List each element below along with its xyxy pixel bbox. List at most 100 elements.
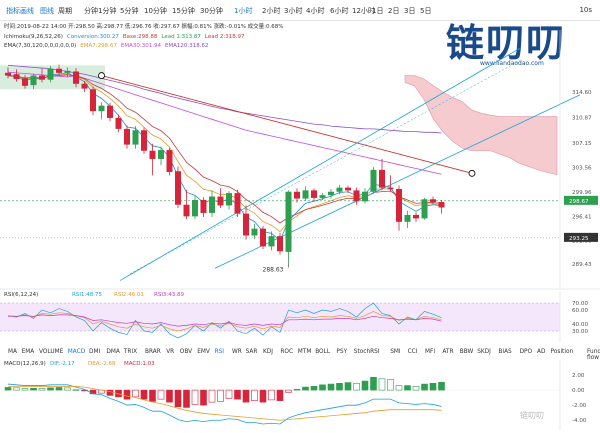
macd-tick: -4.00 bbox=[572, 418, 587, 424]
candle bbox=[115, 114, 122, 133]
candle-body bbox=[328, 191, 334, 196]
candle bbox=[251, 223, 258, 239]
macd-bar bbox=[276, 389, 284, 401]
zoom-level[interactable]: 10s bbox=[579, 6, 592, 14]
indicator-tab-vr[interactable]: VR bbox=[166, 349, 175, 355]
indicator-tab-boll[interactable]: BOLL bbox=[315, 349, 331, 355]
indicator-tab-smi[interactable]: SMI bbox=[390, 349, 401, 355]
toolbar-item-18[interactable]: 3日 bbox=[404, 7, 416, 15]
toolbar-item-13[interactable]: 4小时 bbox=[306, 7, 325, 15]
indicator-tab-skdj[interactable]: SKDJ bbox=[477, 349, 491, 355]
indicator-tab-trix[interactable]: TRIX bbox=[123, 349, 138, 355]
toolbar-item-6[interactable]: 5分钟 bbox=[120, 7, 139, 15]
candle-body bbox=[64, 70, 71, 73]
toolbar-item-12[interactable]: 3小时 bbox=[284, 7, 303, 15]
indicator-tab-position[interactable]: Position bbox=[550, 349, 574, 355]
toolbar-item-17[interactable]: 2日 bbox=[388, 7, 400, 15]
ema120-line bbox=[7, 64, 442, 134]
macd-bar bbox=[47, 387, 54, 391]
toolbar-item-7[interactable]: 10分钟 bbox=[144, 7, 167, 15]
indicator-tab-macd[interactable]: MACD bbox=[67, 349, 86, 355]
toolbar-item-1[interactable]: 画线 bbox=[20, 7, 34, 15]
toolbar-item-15[interactable]: 12小时 bbox=[352, 7, 375, 15]
indicator-tab-ad[interactable]: AD bbox=[537, 349, 546, 355]
candle bbox=[226, 191, 232, 210]
toolbar-item-4[interactable]: 分钟 bbox=[84, 7, 98, 15]
indicator-tab-bias[interactable]: BIAS bbox=[498, 349, 512, 355]
indicator-tab-mtm[interactable]: MTM bbox=[297, 349, 312, 355]
candle-body bbox=[370, 169, 377, 192]
candle bbox=[22, 74, 28, 89]
toolbar-item-11[interactable]: 2小时 bbox=[262, 7, 281, 15]
indicator-tab-mfi[interactable]: MFI bbox=[425, 349, 436, 355]
candle bbox=[387, 175, 394, 192]
macd-bar bbox=[157, 389, 165, 400]
macd-bar bbox=[268, 389, 275, 401]
indicator-tab-atr[interactable]: ATR bbox=[442, 349, 454, 355]
toolbar-item-8[interactable]: 15分钟 bbox=[172, 7, 195, 15]
indicator-tab-ema[interactable]: EMA bbox=[21, 349, 35, 355]
toolbar-item-16[interactable]: 1日 bbox=[372, 7, 384, 15]
candle-body bbox=[81, 83, 88, 89]
indicator-tab-cci[interactable]: CCI bbox=[407, 349, 418, 355]
candle bbox=[243, 205, 249, 240]
macd-bar bbox=[361, 380, 369, 391]
marker-price-badge bbox=[564, 232, 598, 242]
candle-body bbox=[430, 199, 436, 202]
indicator-tab-dma[interactable]: DMA bbox=[106, 349, 120, 355]
indicator-tab-fund-flow[interactable]: Fund-flow bbox=[587, 349, 600, 361]
indicator-tab-wr[interactable]: WR bbox=[232, 349, 242, 355]
candle bbox=[260, 225, 266, 250]
ichimoku-value: Lead 1:313.87 bbox=[161, 33, 201, 40]
indicator-tab-brar[interactable]: BRAR bbox=[145, 349, 161, 355]
indicator-tab-dmi[interactable]: DMI bbox=[89, 349, 101, 355]
indicator-tab-emv[interactable]: EMV bbox=[197, 349, 210, 355]
indicator-tab-stochrsi[interactable]: StochRSI bbox=[353, 349, 380, 355]
info-panel: 时间:2019-08-22 14:00 开:298.50 高:298.77 低:… bbox=[4, 23, 284, 52]
logo-url: www.liandaodao.com bbox=[480, 60, 544, 67]
macd-bar bbox=[412, 386, 420, 391]
toolbar-item-3[interactable]: 周期 bbox=[58, 7, 72, 15]
candle-body bbox=[47, 68, 54, 80]
macd-bar bbox=[208, 389, 216, 403]
channel-line-lower bbox=[214, 94, 581, 269]
macd-chart[interactable]: 2.00 0.00 -2.00 -4.00 bbox=[0, 360, 600, 430]
indicator-tab-ma[interactable]: MA bbox=[8, 349, 17, 355]
candle bbox=[328, 189, 334, 199]
candle-body bbox=[226, 193, 232, 206]
macd-bar bbox=[123, 389, 131, 400]
toolbar-item-5[interactable]: 1分钟 bbox=[98, 7, 117, 15]
rsi-series-label: RSI1:48.75 bbox=[72, 292, 103, 298]
candle bbox=[47, 66, 54, 83]
toolbar-item-19[interactable]: 5日 bbox=[420, 7, 432, 15]
candle-body bbox=[421, 199, 428, 219]
candle bbox=[149, 143, 156, 176]
candle-body bbox=[209, 196, 215, 213]
toolbar-item-9[interactable]: 30分钟 bbox=[200, 7, 223, 15]
candle-body bbox=[396, 189, 402, 222]
macd-bar bbox=[4, 387, 12, 391]
indicator-tab-sar[interactable]: SAR bbox=[245, 349, 258, 355]
toolbar-item-2[interactable]: 图线 bbox=[40, 7, 54, 15]
ema30-line bbox=[7, 71, 442, 175]
indicator-tab-psy[interactable]: PSY bbox=[336, 349, 348, 355]
indicator-tab-obv[interactable]: OBV bbox=[179, 349, 193, 355]
macd-bar bbox=[353, 383, 360, 391]
toolbar-item-14[interactable]: 6小时 bbox=[330, 7, 349, 15]
macd-bar bbox=[327, 383, 335, 391]
macd-bar bbox=[293, 389, 301, 391]
candle bbox=[64, 67, 71, 77]
indicator-tab-kdj[interactable]: KDJ bbox=[263, 349, 273, 355]
toolbar-item-10[interactable]: 1小时 bbox=[234, 7, 253, 15]
rsi3-line bbox=[8, 314, 442, 327]
macd-bar bbox=[310, 386, 318, 391]
candle bbox=[39, 68, 45, 83]
indicator-tab-roc[interactable]: ROC bbox=[280, 349, 294, 355]
indicator-tab-volume[interactable]: VOLUME bbox=[39, 349, 64, 355]
indicator-tab-rsi[interactable]: RSI bbox=[214, 349, 225, 355]
toolbar-item-0[interactable]: 指标 bbox=[6, 7, 20, 15]
indicator-tab-bbw[interactable]: BBW bbox=[459, 349, 474, 355]
price-chart[interactable]: 288.63 314.60 310.87 307.15 303.56 299.96 296.… bbox=[0, 30, 600, 290]
indicator-tab-dpo[interactable]: DPO bbox=[519, 349, 533, 355]
